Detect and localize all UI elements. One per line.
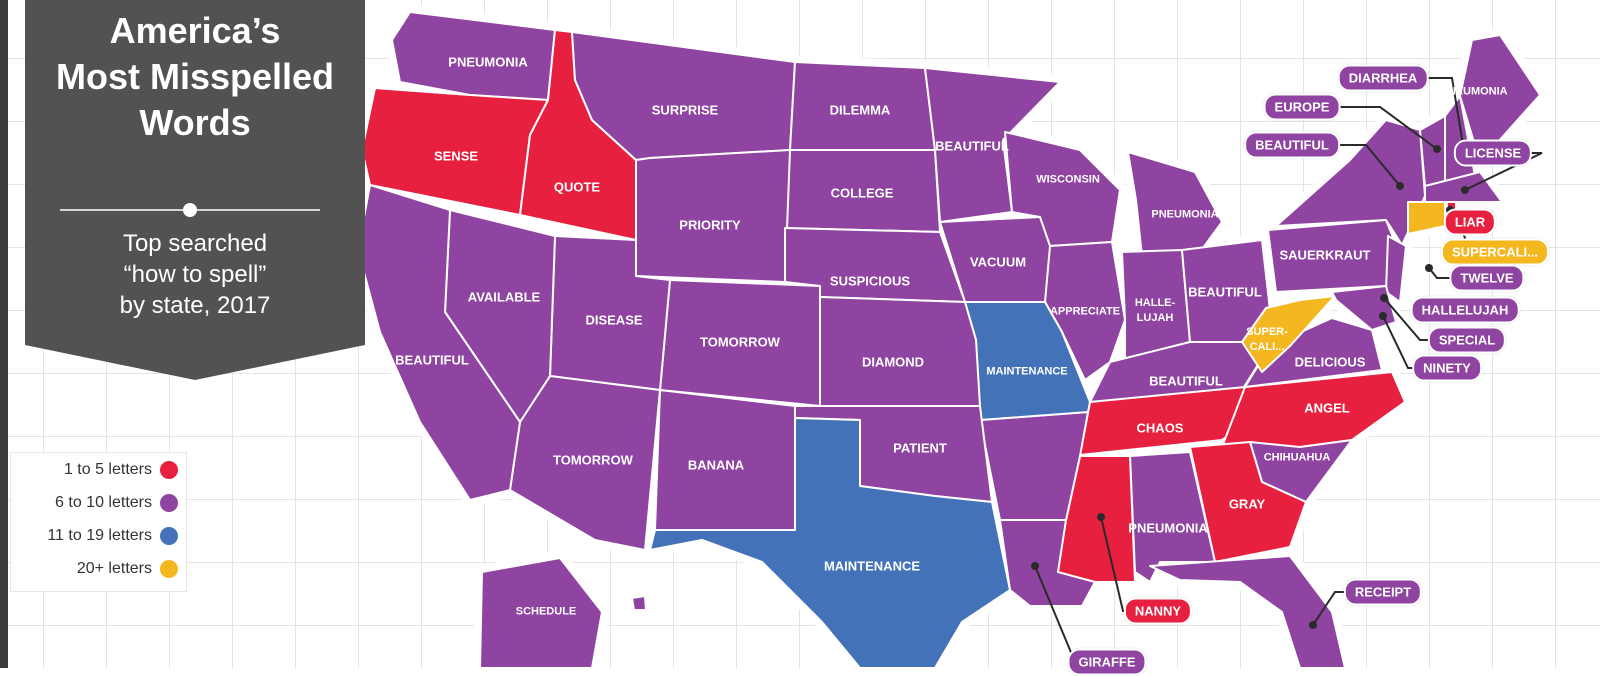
callout-label-ct: SUPERCALI... (1441, 238, 1549, 266)
state-label-mn: BEAUTIFUL (935, 138, 1009, 154)
state-label-wv: SUPER- CALI... (1246, 326, 1288, 353)
legend-swatch (160, 494, 178, 512)
state-label-nc: ANGEL (1304, 400, 1350, 416)
callout-label-la: GIRAFFE (1067, 648, 1147, 676)
state-nm[interactable] (654, 389, 796, 531)
legend-item: 11 to 19 letters (47, 521, 178, 551)
state-label-sd: COLLEGE (830, 185, 894, 201)
callout-label-ma: LICENSE (1453, 139, 1533, 167)
state-label-ga: GRAY (1228, 496, 1266, 512)
state-label-az: TOMORROW (553, 452, 633, 468)
state-nj[interactable] (1385, 235, 1407, 303)
state-label-ky: BEAUTIFUL (1149, 373, 1223, 389)
state-label-nv: AVAILABLE (467, 289, 541, 305)
state-md[interactable] (1331, 285, 1397, 331)
state-label-ca: BEAUTIFUL (395, 352, 469, 368)
state-tx[interactable] (649, 417, 1011, 668)
subtitle: Top searched “how to spell” by state, 20… (119, 230, 271, 319)
callout-dot (1309, 621, 1317, 629)
state-label-ak: SCHEDULE (515, 605, 577, 618)
legend-label: 6 to 10 letters (55, 494, 152, 511)
state-la[interactable] (999, 519, 1096, 607)
state-label-wi: WISCONSIN (1036, 173, 1100, 186)
state-ca[interactable] (357, 184, 521, 501)
state-label-ut: DISEASE (585, 312, 643, 328)
state-label-oh: BEAUTIFUL (1188, 284, 1262, 300)
state-va[interactable] (1244, 317, 1383, 388)
state-label-sc: CHIHUAHUA (1263, 451, 1331, 464)
state-ak[interactable] (479, 557, 603, 668)
state-label-va: DELICIOUS (1294, 354, 1366, 370)
callout-label-de: HALLELUJAH (1410, 296, 1520, 324)
callout-label-md: SPECIAL (1427, 326, 1507, 354)
legend-item: 20+ letters (77, 554, 178, 584)
state-label-wa: PNEUMONIA (448, 54, 528, 70)
state-label-ok: PATIENT (893, 440, 947, 456)
state-label-mi: PNEUMONIA (1151, 208, 1219, 221)
callout-dot (1425, 264, 1433, 272)
legend-swatch (160, 527, 178, 545)
state-label-al: PNEUMONIA (1128, 520, 1208, 536)
state-label-pa: SAUERKRAUT (1279, 247, 1371, 263)
legend-label: 11 to 19 letters (47, 527, 152, 544)
legend-item: 1 to 5 letters (64, 455, 178, 485)
legend-swatch (160, 461, 178, 479)
state-label-ks: DIAMOND (861, 354, 925, 370)
state-label-tx: MAINTENANCE (823, 558, 921, 574)
state-label-in: HALLE- LUJAH (1134, 297, 1176, 324)
title-panel: America’s Most Misspelled Words Top sear… (25, 0, 365, 380)
state-label-mt: SURPRISE (651, 102, 719, 118)
callout-label-ms: NANNY (1123, 597, 1193, 625)
state-label-ne: SUSPICIOUS (829, 273, 911, 289)
legend: 1 to 5 letters 6 to 10 letters 11 to 19 le… (10, 452, 187, 592)
callout-dot (1433, 145, 1441, 153)
state-hi[interactable] (631, 595, 647, 611)
callout-dot (1380, 294, 1388, 302)
state-label-nm: BANANA (687, 457, 745, 473)
state-label-mo: MAINTENANCE (986, 365, 1068, 378)
state-label-co: TOMORROW (700, 334, 780, 350)
callout-dot (1031, 562, 1039, 570)
legend-label: 1 to 5 letters (63, 461, 152, 478)
page-title: America’s Most Misspelled Words (55, 10, 335, 143)
state-ks[interactable] (819, 296, 981, 407)
state-label-nd: DILEMMA (829, 102, 891, 118)
state-mi[interactable] (1127, 151, 1223, 257)
callout-label-nj: TWELVE (1449, 264, 1525, 292)
callout-dot (1396, 182, 1404, 190)
legend-label: 20+ letters (76, 560, 152, 577)
callout-label-fl: RECEIPT (1343, 578, 1423, 606)
state-label-wy: PRIORITY (679, 217, 741, 233)
callout-label-nh: DIARRHEA (1337, 64, 1429, 92)
callout-dot (1097, 513, 1105, 521)
legend-item: 6 to 10 letters (55, 488, 178, 518)
callout-label-ny: BEAUTIFUL (1244, 131, 1340, 159)
callout-label-vt: EUROPE (1263, 93, 1341, 121)
callout-dot (1379, 312, 1387, 320)
state-fl[interactable] (1149, 555, 1346, 668)
state-label-or: SENSE (433, 148, 479, 164)
title-banner-shape (25, 0, 365, 380)
window-edge (0, 0, 8, 668)
callout-label-dc: NINETY (1412, 354, 1482, 382)
state-wy[interactable] (635, 149, 791, 283)
callout-dot (1461, 186, 1469, 194)
callout-label-ri: LIAR (1443, 208, 1497, 236)
state-label-me: PNEUMONIA (1440, 85, 1508, 98)
state-label-ia: VACUUM (969, 254, 1027, 270)
legend-swatch (160, 560, 178, 578)
state-label-id: QUOTE (553, 179, 601, 195)
state-label-tn: CHAOS (1136, 420, 1184, 436)
state-label-il: APPRECIATE (1049, 305, 1121, 318)
